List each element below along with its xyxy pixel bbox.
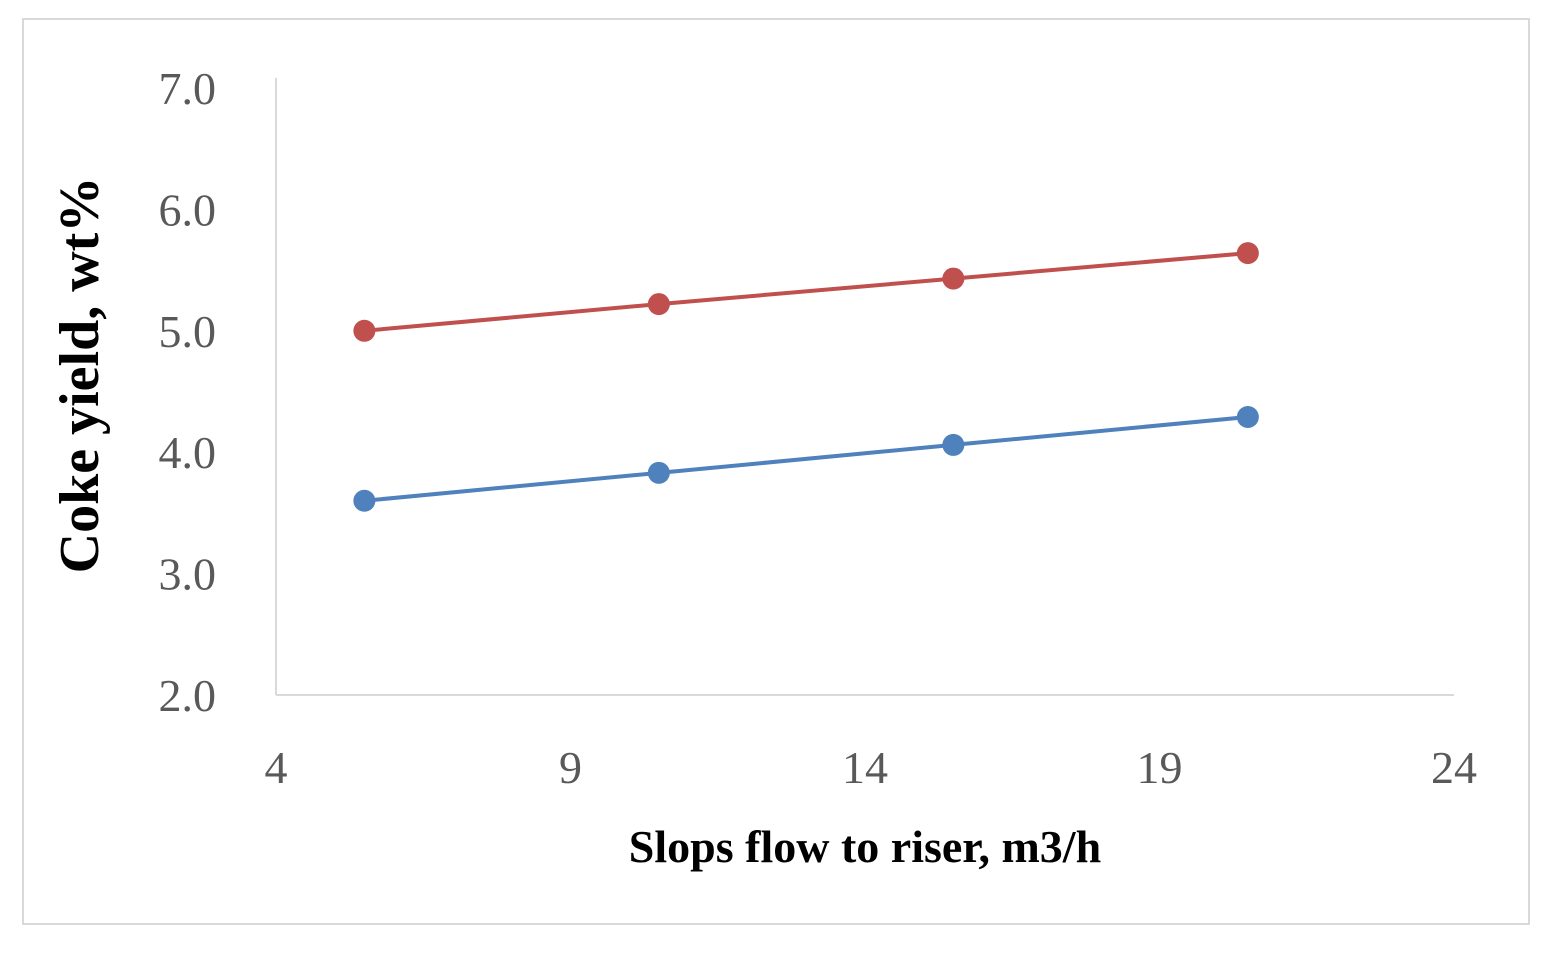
y-tick-label: 6.0 xyxy=(159,184,217,235)
x-tick-label: 24 xyxy=(1431,742,1477,793)
series-group xyxy=(353,242,1259,512)
data-point xyxy=(353,319,376,342)
data-point xyxy=(942,433,965,456)
x-tick-label: 14 xyxy=(842,742,888,793)
chart-frame xyxy=(22,18,1530,925)
data-point xyxy=(647,293,670,316)
data-point xyxy=(647,461,670,484)
y-tick-label: 4.0 xyxy=(159,427,217,478)
axes xyxy=(275,78,1454,696)
x-axis-title: Slops flow to riser, m3/h xyxy=(629,821,1101,872)
y-tick-label: 2.0 xyxy=(159,670,217,721)
series-line xyxy=(364,415,1249,503)
series-line xyxy=(364,251,1249,333)
y-tick-label: 5.0 xyxy=(159,306,217,357)
y-axis-title: Coke yield, wt% xyxy=(49,177,111,574)
tick-labels: 2.0 3.0 4.0 5.0 6.0 7.0 4 9 14 19 24 xyxy=(159,63,1478,793)
x-tick-label: 9 xyxy=(559,742,582,793)
series-upper xyxy=(353,242,1259,342)
data-point xyxy=(1236,242,1259,265)
data-point xyxy=(942,267,965,290)
y-tick-label: 7.0 xyxy=(159,63,217,114)
x-tick-label: 19 xyxy=(1137,742,1183,793)
data-point xyxy=(353,489,376,512)
data-point xyxy=(1236,405,1259,428)
series-lower xyxy=(353,405,1259,512)
x-tick-label: 4 xyxy=(265,742,288,793)
y-tick-label: 3.0 xyxy=(159,549,217,600)
